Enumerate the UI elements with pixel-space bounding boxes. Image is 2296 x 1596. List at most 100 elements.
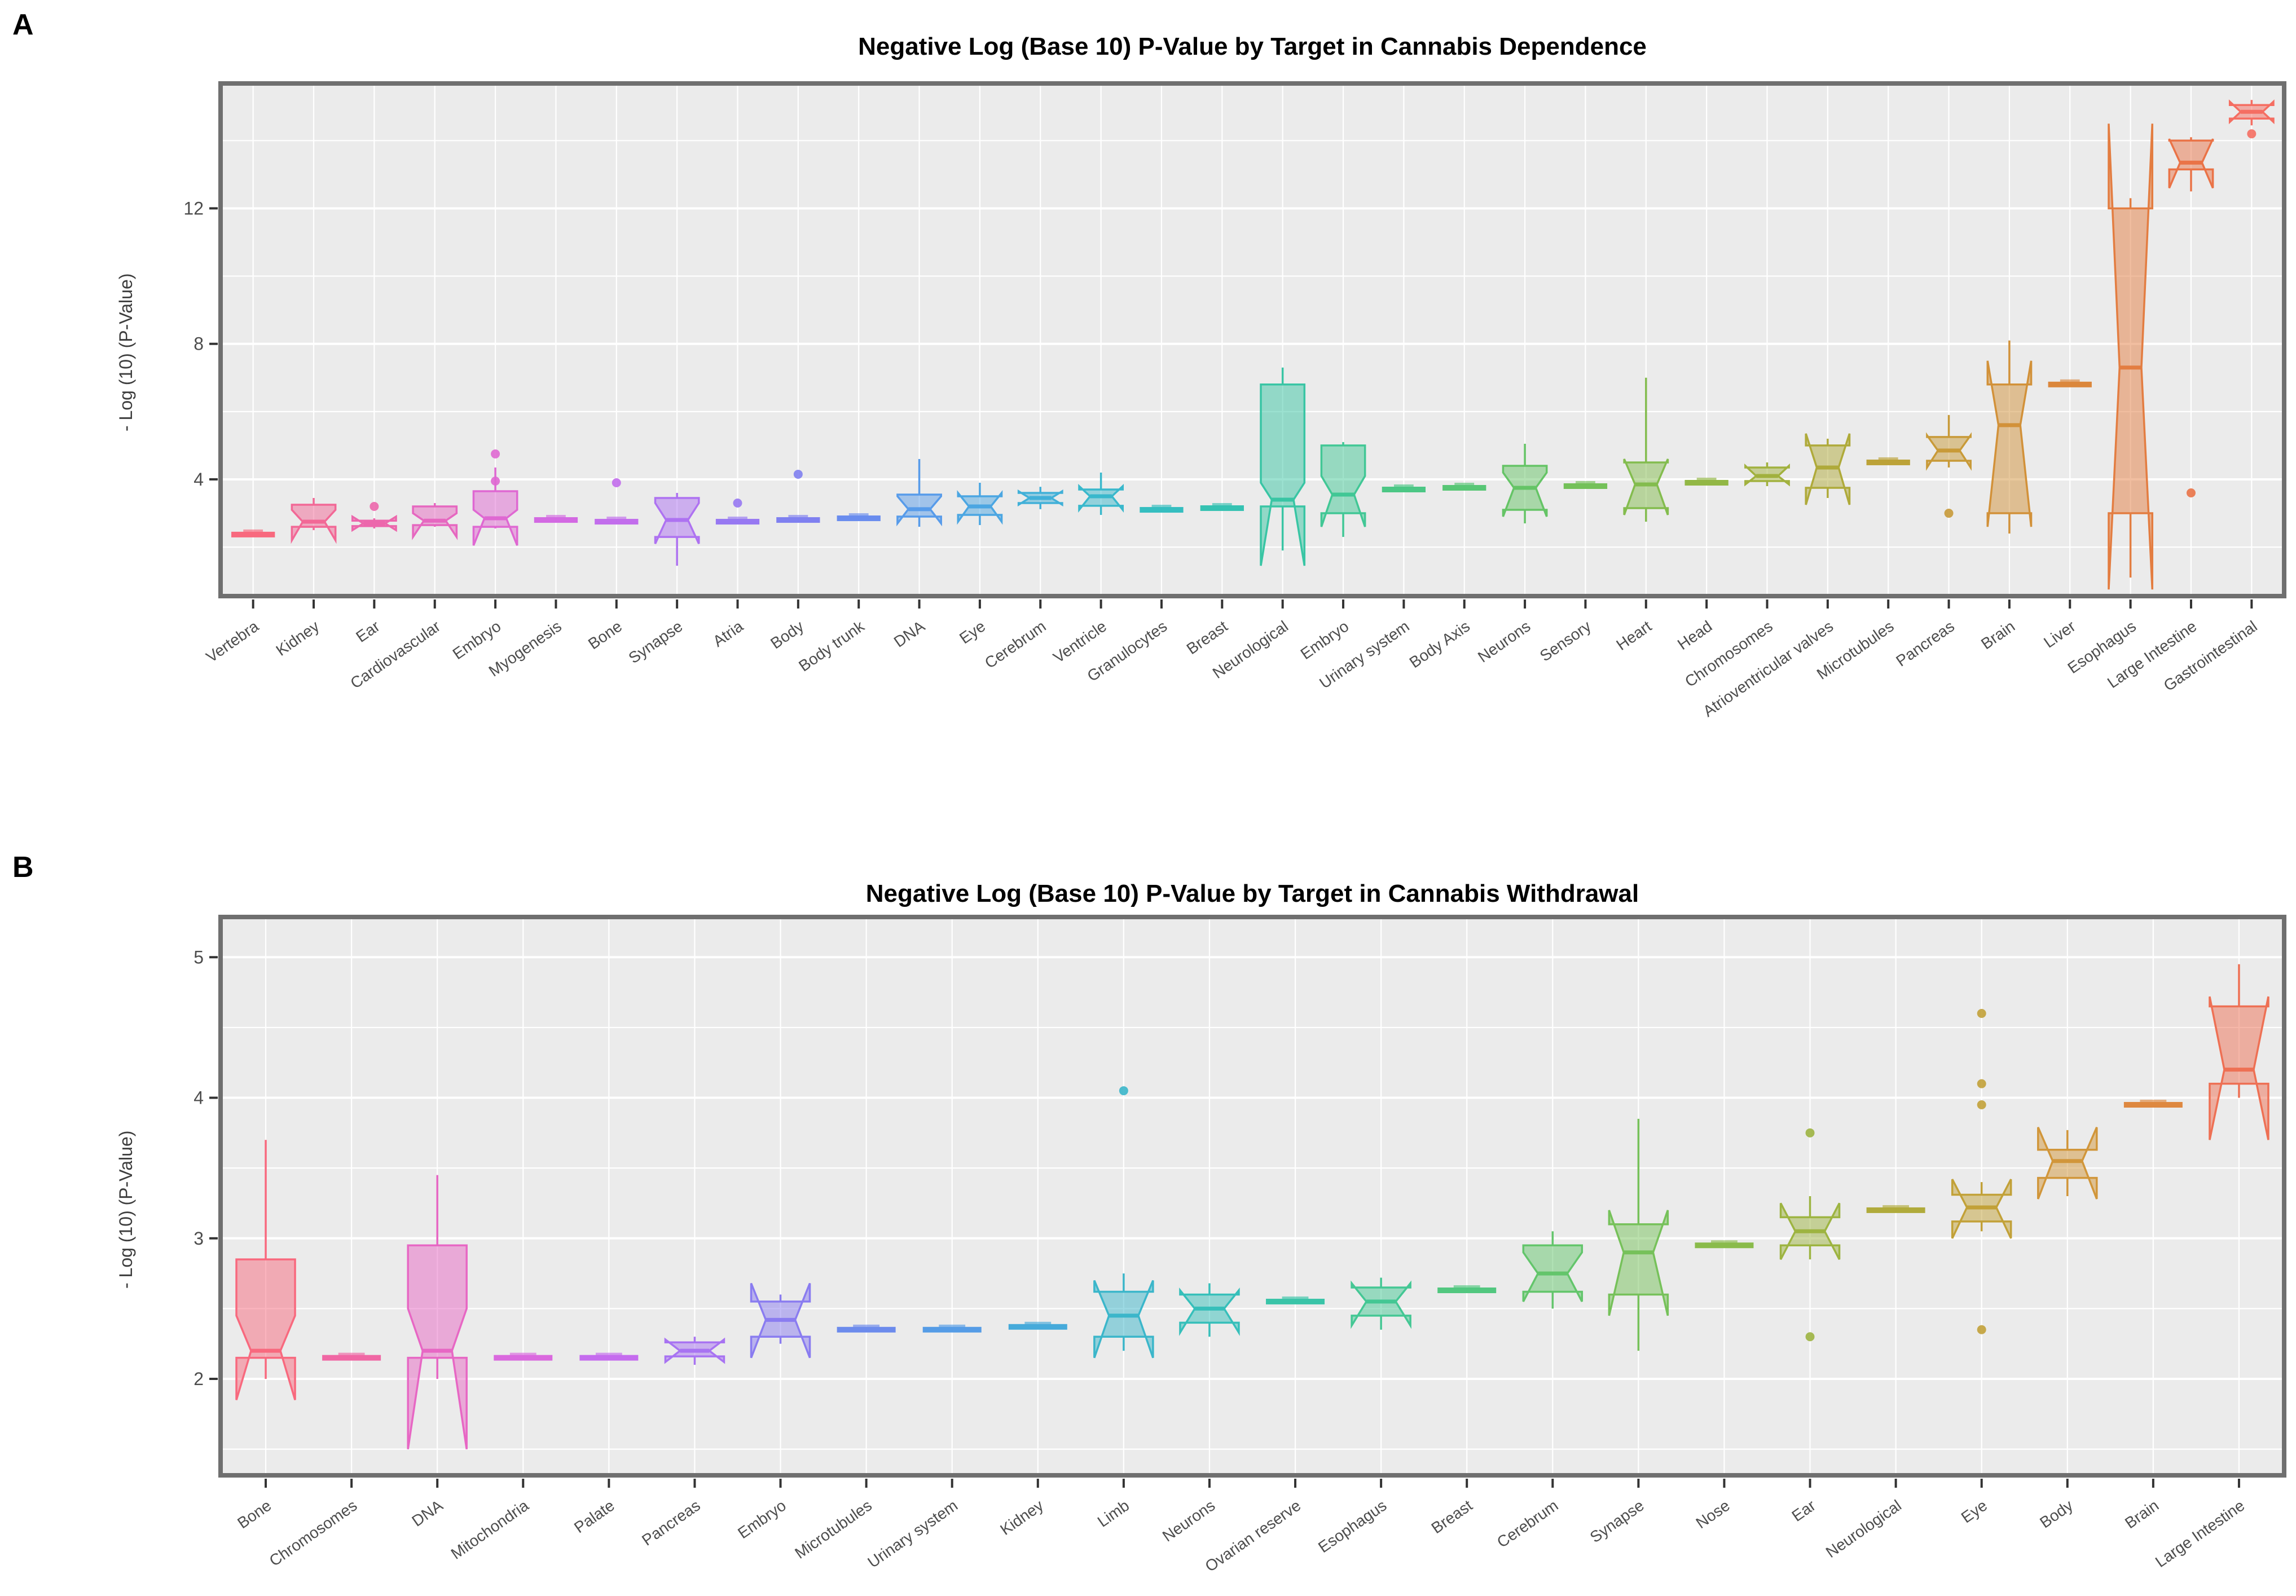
y-axis: 4 8 12: [183, 198, 218, 490]
box-limb: [1093, 1086, 1154, 1359]
x-category-label: Embryo: [734, 1497, 789, 1542]
x-category-label: Liver: [2040, 618, 2079, 651]
box-embryo: [1320, 442, 1366, 537]
box-esophagus: [2108, 124, 2154, 590]
box-cardiovascular: [412, 503, 458, 540]
x-category-label: Head: [1674, 618, 1716, 654]
box-bone: [235, 1140, 296, 1400]
box-bone: [595, 478, 639, 525]
x-category-label: Ear: [1789, 1497, 1819, 1525]
x-category-label: DNA: [891, 617, 928, 650]
box-eye: [957, 482, 1003, 526]
box-ear: [1779, 1128, 1841, 1342]
box-urinary-system: [922, 1324, 982, 1333]
panel-border: [218, 81, 2286, 598]
box-chromosomes: [322, 1352, 381, 1361]
box-vertebra: [231, 529, 275, 537]
box-microtubules: [1866, 457, 1910, 465]
gridlines: [223, 919, 2282, 1473]
panel-b-label: B: [12, 851, 34, 884]
x-category-label: Embryo: [450, 618, 504, 663]
x-category-label: Heart: [1613, 617, 1655, 654]
x-category-label: Cerebrum: [1494, 1497, 1562, 1551]
x-category-label: Breast: [1184, 617, 1231, 658]
box-dna: [407, 1175, 468, 1449]
x-category-label: Microtubules: [791, 1497, 875, 1562]
box-large-intestine: [2209, 964, 2269, 1140]
box-esophagus: [1351, 1277, 1411, 1330]
box-breast: [1437, 1285, 1497, 1293]
y-tick-label: 8: [193, 334, 204, 354]
x-category-label: DNA: [408, 1496, 446, 1529]
outlier-point: [1977, 1325, 1986, 1334]
box-embryo: [472, 449, 518, 546]
box-embryo: [750, 1282, 811, 1359]
x-category-label: Body: [2037, 1497, 2076, 1532]
x-category-label: Body: [767, 618, 807, 652]
y-tick-label: 4: [193, 1088, 204, 1108]
outlier-point: [733, 499, 742, 508]
box-urinary-system: [1382, 484, 1426, 492]
x-category-label: Sensory: [1537, 618, 1594, 665]
x-category-label: Brain: [1978, 618, 2018, 653]
box-body-trunk: [837, 513, 881, 522]
x-category-label: Esophagus: [1315, 1497, 1390, 1557]
plot-area: [223, 919, 2282, 1473]
box-heart: [1623, 377, 1669, 522]
y-tick-label: 4: [193, 469, 204, 490]
y-tick-label: 5: [193, 947, 204, 967]
x-category-label: Pancreas: [1893, 618, 1958, 670]
box-ear: [351, 502, 397, 532]
box-breast: [1200, 503, 1244, 512]
outlier-point: [1977, 1079, 1986, 1088]
box-atrioventricular-valves: [1805, 433, 1851, 505]
panel-a-label: A: [12, 8, 34, 41]
box-synapse: [1608, 1118, 1669, 1351]
box-chromosomes: [1744, 462, 1790, 487]
x-category-label: Mitochondria: [448, 1496, 532, 1563]
outlier-point: [793, 469, 803, 479]
outlier-point: [491, 476, 500, 486]
x-category-label: Eye: [1958, 1497, 1990, 1527]
outlier-point: [2186, 488, 2196, 498]
box-kidney: [291, 498, 337, 544]
box-myogenesis: [534, 515, 578, 523]
box-ventricle: [1078, 472, 1124, 515]
x-category-label: Kidney: [997, 1497, 1046, 1539]
x-category-label: Bone: [585, 618, 625, 653]
x-category-label: Body Axis: [1406, 618, 1473, 672]
plot-area: [223, 86, 2282, 594]
box-body-axis: [1442, 482, 1486, 491]
y-axis: 2 3 4 5: [193, 947, 218, 1389]
x-category-label: Neurons: [1475, 618, 1533, 666]
box-granulocytes: [1140, 505, 1184, 513]
x-category-label: Embryo: [1297, 618, 1352, 663]
x-category-label: Atria: [710, 617, 746, 650]
box-neurological: [1866, 1205, 1925, 1213]
box-pancreas: [1926, 415, 1972, 518]
panel-a-title: Negative Log (Base 10) P-Value by Target…: [858, 33, 1647, 60]
box-kidney: [1008, 1321, 1067, 1330]
x-category-label: Large Intestine: [2152, 1497, 2248, 1571]
outlier-point: [1805, 1128, 1815, 1138]
panel-b-title: Negative Log (Base 10) P-Value by Target…: [865, 880, 1639, 907]
box-brain: [2123, 1099, 2183, 1108]
x-category-label: Ovarian reserve: [1202, 1497, 1304, 1576]
x-category-label: Synapse: [626, 618, 686, 667]
box-microtubules: [837, 1324, 896, 1333]
outlier-point: [1805, 1332, 1815, 1342]
x-category-label: Neurological: [1823, 1497, 1904, 1562]
x-category-label: Brain: [2122, 1497, 2162, 1532]
box-cerebrum: [1522, 1231, 1584, 1309]
box-dna: [896, 458, 942, 527]
x-category-label: Breast: [1428, 1496, 1476, 1537]
box-neurological: [1260, 367, 1306, 566]
y-tick-label: 12: [183, 198, 204, 218]
y-tick-label: 2: [193, 1369, 204, 1389]
box-mitochondria: [494, 1352, 553, 1361]
x-category-label: Ear: [353, 618, 382, 646]
